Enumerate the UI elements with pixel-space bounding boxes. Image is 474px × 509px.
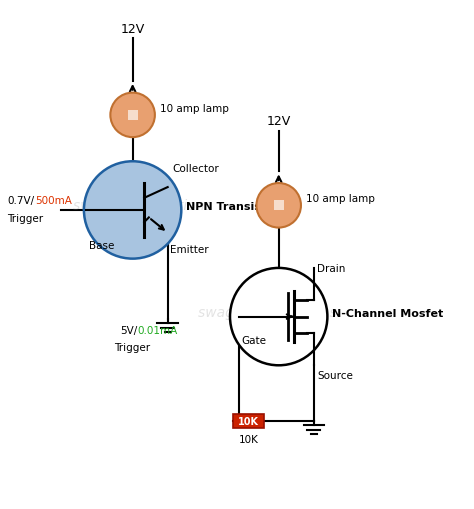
Text: 0.01mA: 0.01mA: [137, 325, 177, 335]
Text: Emitter: Emitter: [170, 244, 209, 254]
Text: Base: Base: [89, 241, 114, 250]
Circle shape: [256, 184, 301, 228]
Text: Trigger: Trigger: [115, 342, 151, 352]
Bar: [128, 110, 137, 121]
Text: 12V: 12V: [266, 115, 291, 128]
Text: swag        novations: swag novations: [198, 305, 337, 319]
Circle shape: [84, 162, 182, 259]
Text: Collector: Collector: [173, 163, 219, 173]
Text: 10K: 10K: [238, 416, 259, 426]
Bar: [234, 414, 264, 429]
Text: swag        novations: swag novations: [73, 199, 211, 213]
Circle shape: [110, 94, 155, 138]
Circle shape: [230, 268, 328, 365]
Text: 0.7V/: 0.7V/: [8, 195, 35, 205]
Text: 10 amp lamp: 10 amp lamp: [160, 104, 228, 114]
Text: NPN Transistor: NPN Transistor: [186, 202, 279, 212]
Text: N-Channel Mosfet: N-Channel Mosfet: [332, 308, 443, 318]
Text: 12V: 12V: [120, 22, 145, 36]
Text: Drain: Drain: [318, 264, 346, 274]
Text: 10 amp lamp: 10 amp lamp: [306, 194, 374, 204]
Text: 500mA: 500mA: [35, 195, 72, 205]
Text: 10K: 10K: [238, 434, 258, 444]
Text: Gate: Gate: [241, 335, 266, 346]
Text: Source: Source: [318, 370, 353, 380]
Text: Trigger: Trigger: [8, 214, 44, 224]
Text: 5V/: 5V/: [120, 325, 137, 335]
Bar: [273, 201, 284, 211]
